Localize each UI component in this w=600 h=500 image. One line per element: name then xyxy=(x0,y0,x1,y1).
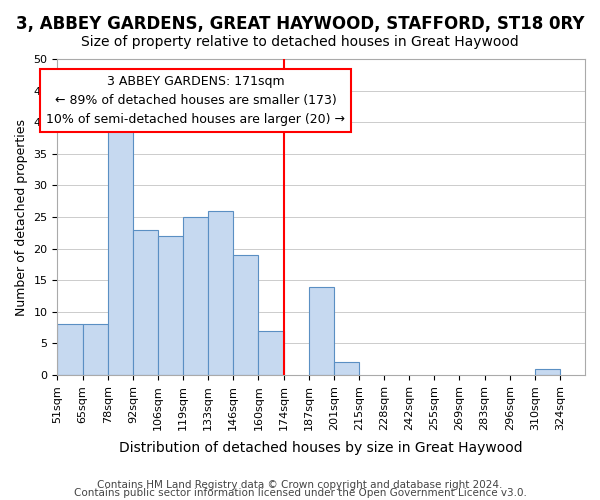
X-axis label: Distribution of detached houses by size in Great Haywood: Distribution of detached houses by size … xyxy=(119,441,523,455)
Bar xyxy=(107,128,133,375)
Y-axis label: Number of detached properties: Number of detached properties xyxy=(15,118,28,316)
Bar xyxy=(83,324,107,375)
Bar xyxy=(259,331,284,375)
Bar xyxy=(334,362,359,375)
Text: 3, ABBEY GARDENS, GREAT HAYWOOD, STAFFORD, ST18 0RY: 3, ABBEY GARDENS, GREAT HAYWOOD, STAFFOR… xyxy=(16,15,584,33)
Bar xyxy=(308,286,334,375)
Bar xyxy=(58,324,83,375)
Text: Contains public sector information licensed under the Open Government Licence v3: Contains public sector information licen… xyxy=(74,488,526,498)
Bar xyxy=(208,210,233,375)
Text: Contains HM Land Registry data © Crown copyright and database right 2024.: Contains HM Land Registry data © Crown c… xyxy=(97,480,503,490)
Bar xyxy=(133,230,158,375)
Text: 3 ABBEY GARDENS: 171sqm
← 89% of detached houses are smaller (173)
10% of semi-d: 3 ABBEY GARDENS: 171sqm ← 89% of detache… xyxy=(46,75,345,126)
Bar xyxy=(183,217,208,375)
Bar xyxy=(158,236,183,375)
Bar xyxy=(233,255,259,375)
Text: Size of property relative to detached houses in Great Haywood: Size of property relative to detached ho… xyxy=(81,35,519,49)
Bar xyxy=(535,368,560,375)
